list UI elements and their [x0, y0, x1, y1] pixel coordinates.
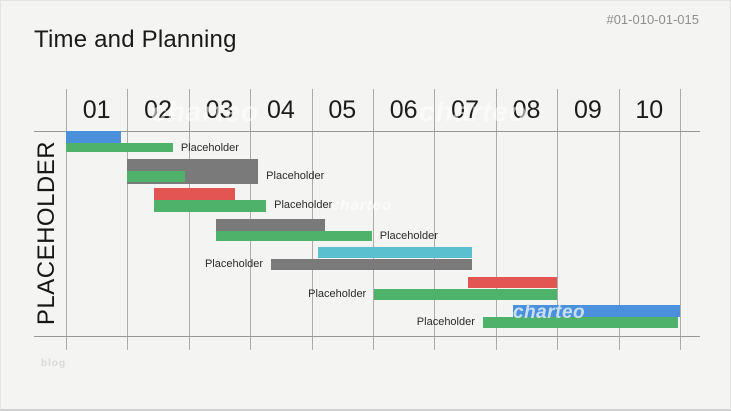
green-gantt-bar: [374, 289, 558, 300]
red-gantt-bar: [153, 188, 235, 200]
gridline-vertical: [557, 89, 559, 350]
green-gantt-bar: [126, 171, 186, 182]
gridline-vertical: [373, 89, 374, 350]
column-header: 04: [266, 96, 295, 124]
green-gantt-bar: [153, 200, 267, 212]
bar-label: Placeholder: [274, 199, 333, 211]
teal-gantt-bar: [317, 247, 472, 258]
column-header: 02: [144, 96, 172, 124]
gridline-vertical: [618, 89, 620, 350]
red-gantt-bar: [468, 277, 558, 288]
column-header: 07: [451, 96, 479, 124]
charteo-watermark-ghost: charteo: [331, 197, 393, 214]
bar-label: Placeholder: [204, 258, 264, 270]
gridline-vertical: [188, 89, 190, 350]
bar-label: Placeholder: [379, 230, 438, 242]
gridline-vertical: [680, 89, 681, 350]
column-header: 10: [635, 96, 664, 124]
column-header: 03: [205, 96, 234, 124]
bar-label: Placeholder: [180, 142, 239, 154]
gridline-vertical: [127, 89, 129, 350]
gridline-vertical: [495, 89, 497, 350]
green-gantt-bar: [215, 231, 372, 241]
row-axis-label: PLACEHOLDER: [33, 140, 60, 326]
bar-label: Placeholder: [266, 170, 325, 182]
column-header: 01: [82, 96, 111, 124]
blue-gantt-bar: [512, 305, 680, 317]
template-code: #01-010-01-015: [606, 12, 699, 27]
blue-gantt-bar: [66, 131, 122, 143]
column-header: 05: [328, 96, 357, 124]
charteo-watermark-ghost: charteo: [151, 96, 260, 127]
column-header: 06: [389, 96, 418, 124]
gray-gantt-bar: [271, 259, 472, 270]
green-gantt-bar: [482, 317, 679, 328]
axis-line-horizontal: [34, 336, 700, 337]
gray-gantt-bar: [215, 219, 326, 231]
column-header: 08: [512, 96, 541, 124]
blog-watermark: blog: [41, 358, 67, 369]
column-header: 09: [573, 96, 602, 124]
page-title: Time and Planning: [34, 26, 237, 53]
gridline-vertical: [434, 89, 436, 350]
gridline-vertical: [66, 89, 67, 350]
green-gantt-bar: [66, 143, 173, 152]
bar-label: Placeholder: [308, 288, 367, 300]
bar-label: Placeholder: [416, 316, 475, 328]
axis-line-horizontal: [34, 131, 700, 132]
charteo-watermark: charteo: [513, 302, 586, 323]
charteo-watermark-ghost: charteo: [419, 96, 528, 127]
